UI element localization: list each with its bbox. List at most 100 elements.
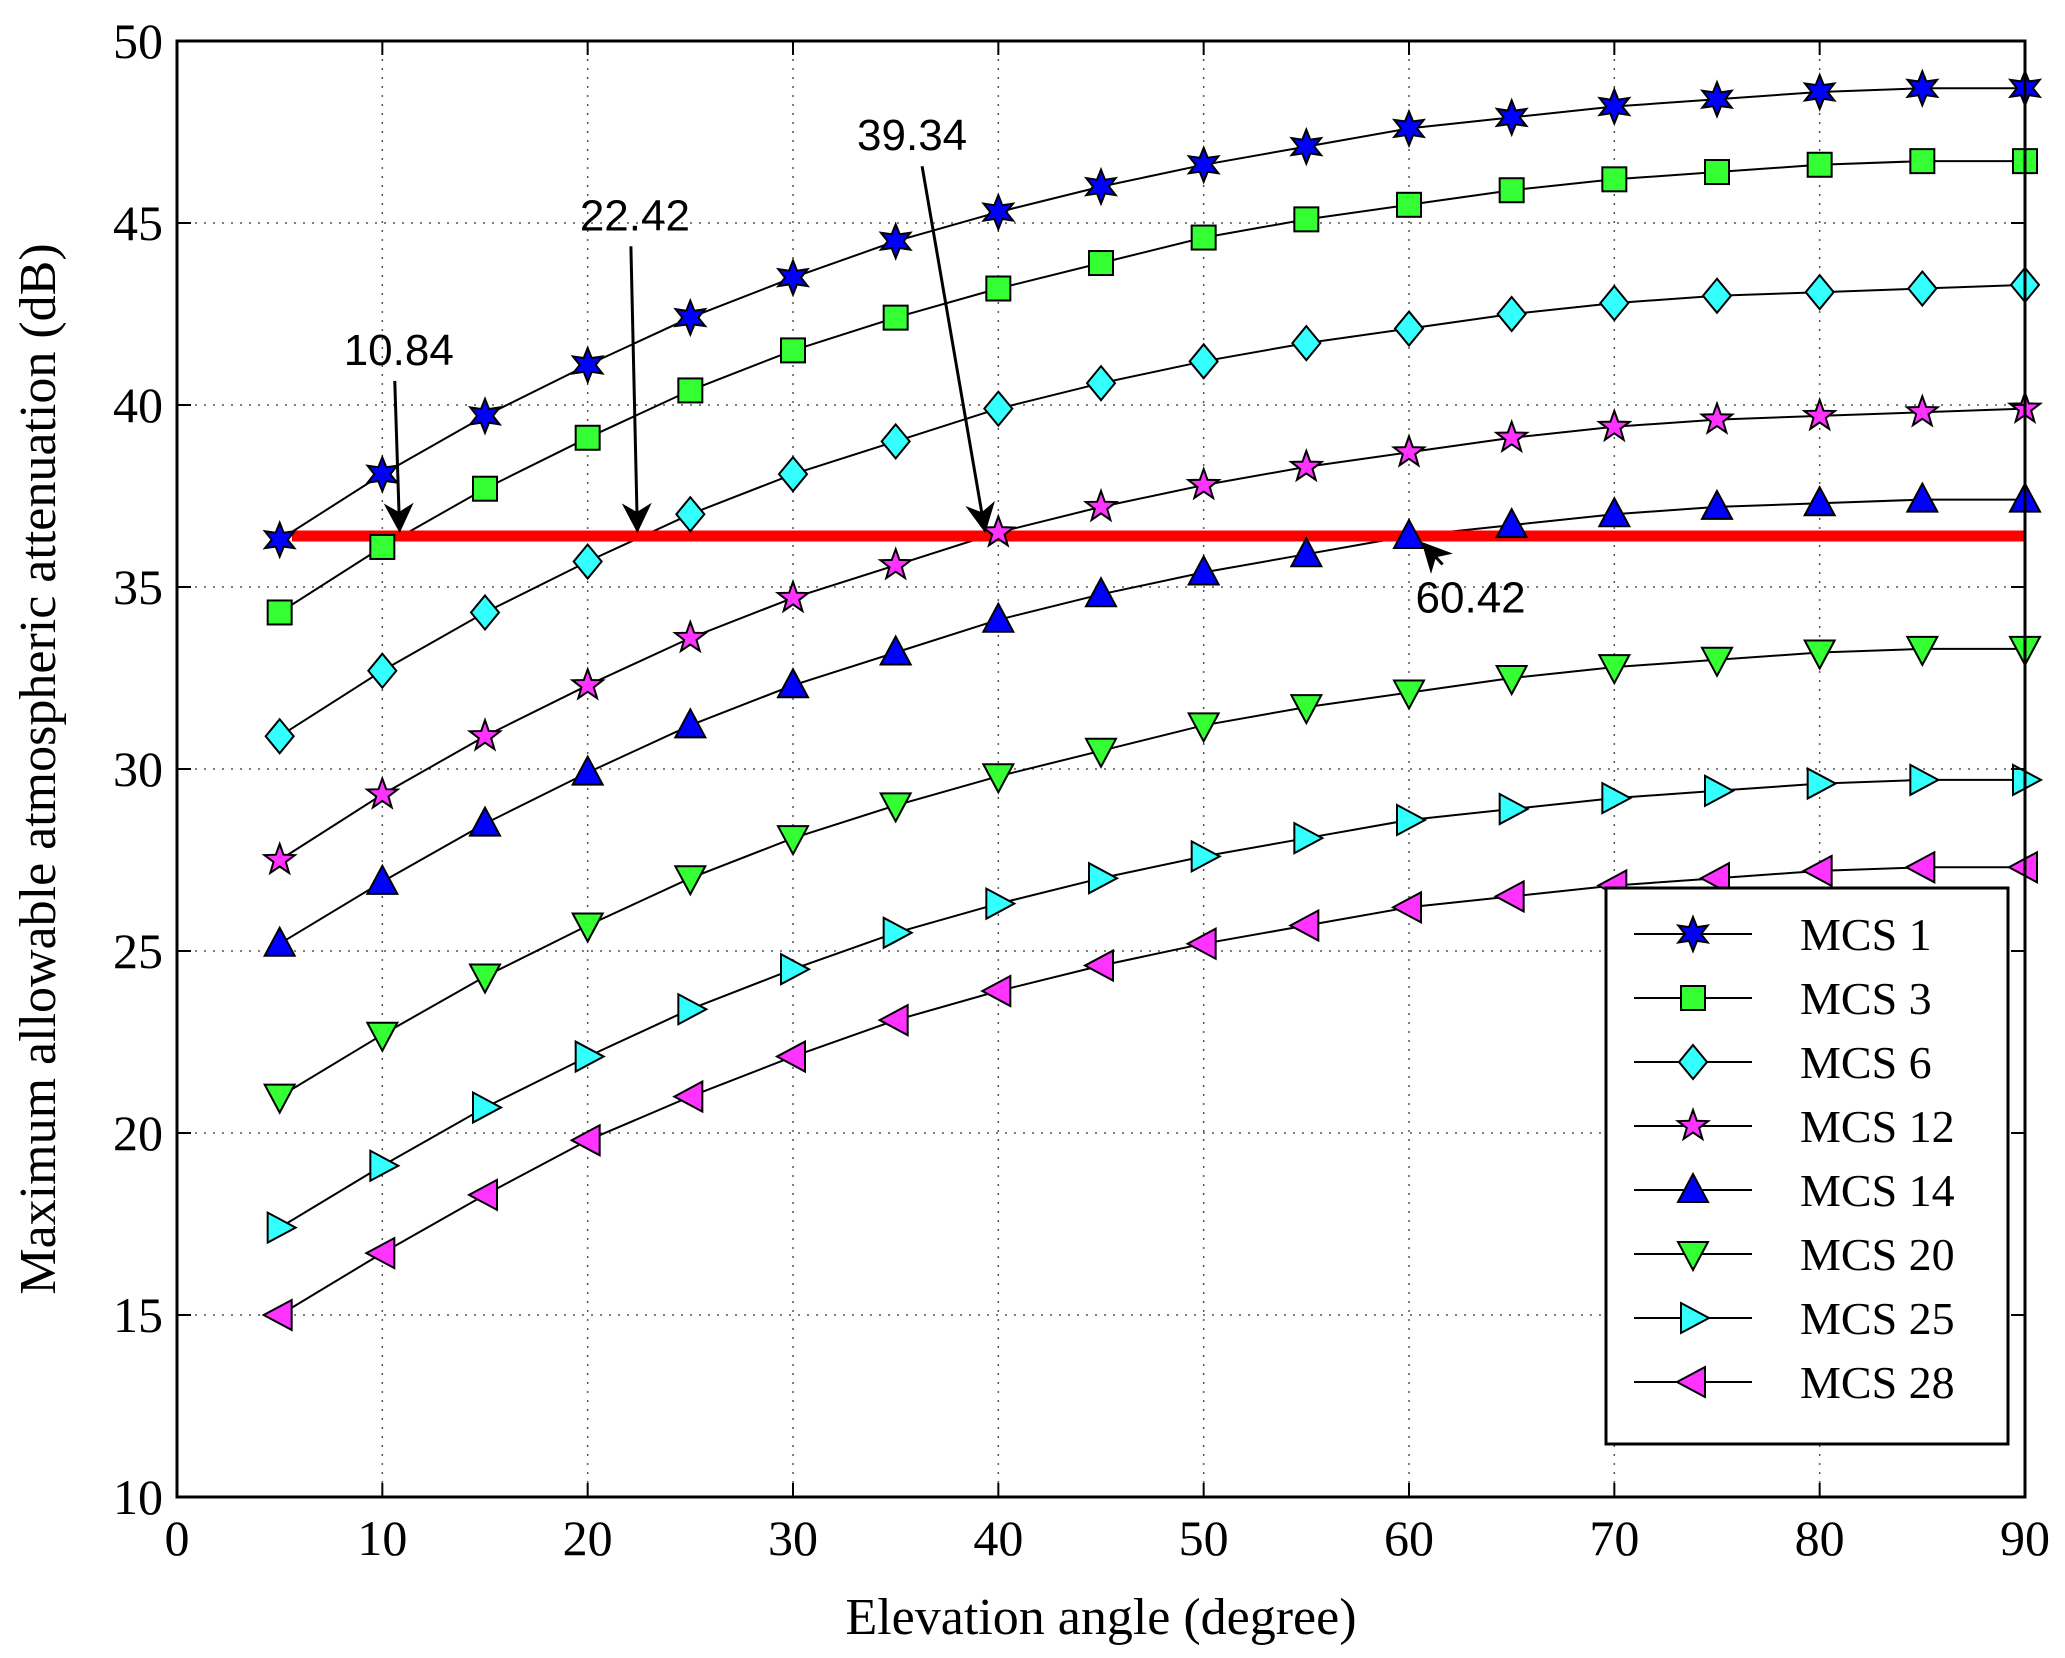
data-point-mcs-20 bbox=[570, 912, 605, 944]
data-point-mcs-20 bbox=[1392, 679, 1426, 711]
data-point-mcs-25 bbox=[1704, 774, 1736, 808]
data-point-mcs-14 bbox=[1905, 481, 1940, 513]
y-tick-label: 30 bbox=[113, 741, 163, 797]
data-point-mcs-20 bbox=[1802, 639, 1837, 671]
x-tick-label: 50 bbox=[1179, 1510, 1229, 1566]
legend-marker-mcs-25 bbox=[1680, 1301, 1712, 1335]
data-point-mcs-14 bbox=[468, 805, 502, 837]
legend-label-mcs-12: MCS 12 bbox=[1800, 1101, 1955, 1152]
annotation-arrow bbox=[383, 380, 414, 534]
annotation-label: 22.42 bbox=[580, 191, 690, 240]
series-line-mcs-12 bbox=[279, 407, 2026, 861]
data-point-mcs-28 bbox=[1698, 861, 1730, 895]
legend: MCS 1 MCS 3 MCS 6 MCS 12 MCS 14 MCS 20 MCS 25 M… bbox=[1604, 886, 2010, 1446]
data-point-mcs-6 bbox=[1907, 269, 1938, 308]
data-point-mcs-6 bbox=[367, 652, 398, 690]
data-point-mcs-25 bbox=[369, 1149, 401, 1183]
data-point-mcs-25 bbox=[882, 916, 914, 950]
data-point-mcs-28 bbox=[1185, 927, 1217, 961]
x-tick-label: 10 bbox=[357, 1510, 407, 1566]
data-point-mcs-25 bbox=[266, 1210, 298, 1245]
data-point-mcs-1 bbox=[1905, 68, 1940, 109]
data-point-mcs-6 bbox=[1188, 342, 1219, 380]
data-point-mcs-6 bbox=[572, 542, 603, 581]
data-point-mcs-14 bbox=[1289, 536, 1324, 568]
data-point-mcs-25 bbox=[1190, 839, 1222, 874]
annotations: 10.84 22.42 39.34 60.42 bbox=[344, 111, 1526, 622]
x-tick-label: 70 bbox=[1589, 1510, 1639, 1566]
y-tick-label: 10 bbox=[113, 1469, 163, 1525]
data-point-mcs-20 bbox=[1084, 737, 1118, 769]
data-point-mcs-6 bbox=[1804, 273, 1835, 311]
series-line-mcs-6 bbox=[279, 283, 2026, 738]
data-point-mcs-12 bbox=[1185, 466, 1222, 501]
annotation-arrow bbox=[621, 246, 652, 534]
data-point-mcs-20 bbox=[1597, 654, 1632, 686]
data-point-mcs-12 bbox=[1493, 418, 1530, 454]
data-point-mcs-1 bbox=[673, 297, 708, 338]
data-point-mcs-1 bbox=[878, 221, 913, 261]
y-tick-label: 45 bbox=[113, 195, 163, 251]
annotation-label: 60.42 bbox=[1416, 573, 1526, 622]
x-tick-label: 40 bbox=[973, 1510, 1023, 1566]
series-line-mcs-28 bbox=[279, 866, 2025, 1316]
data-point-mcs-28 bbox=[2006, 850, 2038, 884]
y-tick-label: 40 bbox=[113, 377, 163, 433]
data-point-mcs-25 bbox=[677, 992, 709, 1026]
annotation-arrow bbox=[1421, 541, 1453, 575]
y-tick-label: 50 bbox=[113, 13, 163, 69]
data-point-mcs-14 bbox=[981, 601, 1016, 633]
x-tick-label: 60 bbox=[1384, 1510, 1434, 1566]
data-point-mcs-3 bbox=[780, 337, 806, 364]
data-point-mcs-12 bbox=[1801, 396, 1838, 432]
data-point-mcs-3 bbox=[1601, 166, 1628, 193]
data-point-mcs-1 bbox=[1494, 97, 1529, 138]
data-point-mcs-28 bbox=[1288, 908, 1320, 943]
data-point-mcs-12 bbox=[1390, 433, 1428, 468]
data-point-mcs-1 bbox=[1802, 72, 1837, 112]
legend-marker-mcs-1 bbox=[1675, 914, 1711, 954]
data-point-mcs-6 bbox=[777, 455, 809, 493]
data-point-mcs-12 bbox=[1596, 407, 1633, 443]
data-point-mcs-1 bbox=[467, 396, 503, 436]
data-point-mcs-14 bbox=[1186, 554, 1221, 586]
data-point-mcs-6 bbox=[469, 593, 501, 632]
data-point-mcs-3 bbox=[1190, 224, 1217, 251]
y-tick-label: 25 bbox=[113, 923, 163, 979]
legend-marker-mcs-3 bbox=[1680, 985, 1706, 1011]
annotation-label: 10.84 bbox=[344, 326, 454, 375]
data-point-mcs-20 bbox=[468, 963, 502, 995]
data-point-mcs-25 bbox=[1909, 763, 1941, 797]
series-markers bbox=[261, 68, 2044, 1332]
legend-marker-mcs-20 bbox=[1676, 1241, 1710, 1273]
data-point-mcs-1 bbox=[1186, 145, 1221, 185]
data-point-mcs-14 bbox=[878, 634, 913, 666]
x-tick-label: 20 bbox=[563, 1510, 613, 1566]
y-tick-label: 20 bbox=[113, 1105, 163, 1161]
data-point-mcs-3 bbox=[1293, 206, 1320, 233]
data-point-mcs-3 bbox=[369, 533, 396, 560]
data-point-mcs-28 bbox=[980, 974, 1012, 1008]
x-tick-label: 90 bbox=[2000, 1510, 2050, 1566]
data-point-mcs-28 bbox=[466, 1178, 498, 1212]
data-point-mcs-1 bbox=[1083, 166, 1119, 207]
data-point-mcs-28 bbox=[1904, 850, 1936, 884]
data-point-mcs-3 bbox=[574, 424, 601, 451]
x-axis-label: Elevation angle (degree) bbox=[845, 1589, 1356, 1646]
data-point-mcs-3 bbox=[985, 275, 1012, 302]
data-point-mcs-3 bbox=[882, 304, 909, 331]
data-point-mcs-12 bbox=[1288, 447, 1325, 483]
legend-box bbox=[1604, 886, 2010, 1446]
data-point-mcs-14 bbox=[262, 925, 297, 957]
data-point-mcs-3 bbox=[1909, 148, 1936, 175]
y-tick-label: 35 bbox=[113, 559, 163, 615]
data-point-mcs-1 bbox=[1391, 108, 1427, 149]
ticks bbox=[176, 40, 2026, 1498]
x-tick-label: 30 bbox=[768, 1510, 818, 1566]
data-point-mcs-25 bbox=[1601, 781, 1633, 815]
data-point-mcs-14 bbox=[673, 707, 708, 739]
annotation-label: 39.34 bbox=[857, 111, 967, 160]
y-axis-label: Maximum allowable atmospheric attenuatio… bbox=[10, 243, 67, 1294]
data-point-mcs-14 bbox=[776, 667, 810, 699]
